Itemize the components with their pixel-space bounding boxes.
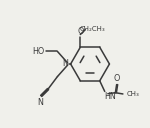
Text: N: N — [37, 98, 43, 107]
Text: O: O — [114, 74, 120, 83]
Text: HO: HO — [32, 47, 44, 56]
Text: N: N — [62, 60, 68, 68]
Text: CH₂CH₃: CH₂CH₃ — [79, 26, 105, 32]
Text: HN: HN — [105, 92, 117, 101]
Text: O: O — [77, 27, 84, 36]
Text: CH₃: CH₃ — [127, 91, 139, 97]
